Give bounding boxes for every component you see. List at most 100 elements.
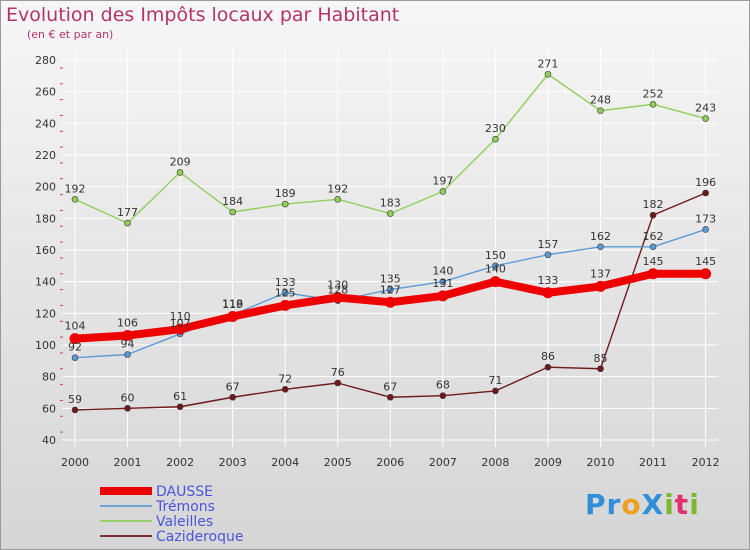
data-point-valeilles xyxy=(439,188,447,195)
y-tick-label: 220 xyxy=(35,149,56,162)
data-label-valeilles: 177 xyxy=(117,206,138,219)
data-label-cazideroque: 67 xyxy=(383,380,397,393)
data-label-cazideroque: 182 xyxy=(643,198,664,211)
y-tick-label: 160 xyxy=(35,244,56,257)
data-label-trémons: 92 xyxy=(68,341,82,354)
data-label-valeilles: 209 xyxy=(170,155,191,168)
y-tick-label: 200 xyxy=(35,181,56,194)
data-point-trémons xyxy=(492,262,499,270)
data-point-valeilles xyxy=(597,107,604,114)
data-label-dausse: 130 xyxy=(327,279,348,292)
data-label-trémons: 128 xyxy=(327,284,348,297)
y-tick-label: 100 xyxy=(35,339,56,352)
data-label-trémons: 173 xyxy=(695,212,716,225)
logo-letter: i xyxy=(689,488,700,521)
logo-letter: r xyxy=(606,488,622,521)
data-label-dausse: 106 xyxy=(117,317,138,330)
data-point-valeilles xyxy=(544,70,552,78)
x-tick-label: 2002 xyxy=(166,456,194,469)
data-point-dausse xyxy=(489,276,501,288)
data-point-cazideroque xyxy=(597,365,604,373)
y-tick-label: 60 xyxy=(42,402,56,415)
data-label-trémons: 119 xyxy=(222,298,243,311)
data-label-dausse: 145 xyxy=(643,255,664,268)
data-label-trémons: 150 xyxy=(485,249,506,262)
data-point-cazideroque xyxy=(71,406,79,414)
data-label-cazideroque: 71 xyxy=(488,374,502,387)
data-point-cazideroque xyxy=(649,211,657,219)
data-point-cazideroque xyxy=(439,392,447,399)
data-label-dausse: 125 xyxy=(275,286,296,299)
logo-letter: P xyxy=(585,488,607,521)
data-label-valeilles: 192 xyxy=(327,182,348,195)
data-label-dausse: 131 xyxy=(432,277,453,290)
data-point-dausse xyxy=(122,330,134,341)
y-tick-label: 120 xyxy=(35,307,56,320)
legend-label-trémons: Trémons xyxy=(155,499,215,515)
data-label-cazideroque: 61 xyxy=(173,390,187,403)
data-point-cazideroque xyxy=(702,189,709,197)
data-point-valeilles xyxy=(124,219,131,227)
y-tick-label: 180 xyxy=(35,212,56,225)
data-label-valeilles: 271 xyxy=(537,57,558,70)
data-point-cazideroque xyxy=(281,386,289,393)
data-label-cazideroque: 196 xyxy=(695,176,716,189)
y-tick-label: 80 xyxy=(42,371,56,384)
y-tick-label: 140 xyxy=(35,276,56,289)
data-label-cazideroque: 60 xyxy=(121,391,135,404)
data-point-cazideroque xyxy=(386,393,394,401)
y-tick-label: 40 xyxy=(42,434,56,447)
y-tick-label: 280 xyxy=(35,54,56,67)
data-label-cazideroque: 67 xyxy=(226,380,240,393)
data-point-valeilles xyxy=(386,210,394,217)
legend-label-dausse: DAUSSE xyxy=(156,484,213,500)
data-point-trémons xyxy=(544,251,552,259)
data-label-trémons: 135 xyxy=(380,273,401,286)
data-label-valeilles: 248 xyxy=(590,94,611,107)
data-label-valeilles: 230 xyxy=(485,122,506,135)
data-label-trémons: 107 xyxy=(170,317,191,330)
x-tick-label: 2006 xyxy=(376,456,404,469)
data-point-valeilles xyxy=(334,196,342,203)
data-point-dausse xyxy=(700,268,712,280)
data-point-dausse xyxy=(437,290,449,302)
data-point-dausse xyxy=(595,280,606,292)
data-point-trémons xyxy=(597,243,604,251)
data-label-dausse: 110 xyxy=(170,310,191,323)
data-point-cazideroque xyxy=(124,405,131,412)
logo-letter: t xyxy=(674,488,690,521)
logo-letter: X xyxy=(641,488,665,521)
chart-title: Evolution des Impôts locaux par Habitant xyxy=(6,4,400,26)
data-label-dausse: 104 xyxy=(65,320,86,333)
data-label-trémons: 94 xyxy=(121,338,135,351)
data-point-valeilles xyxy=(702,115,709,122)
data-label-cazideroque: 72 xyxy=(278,372,292,385)
y-tick-label: 240 xyxy=(35,117,56,130)
data-label-trémons: 133 xyxy=(275,276,296,289)
data-point-dausse xyxy=(227,311,239,322)
data-point-valeilles xyxy=(649,101,657,108)
data-label-dausse: 137 xyxy=(590,267,611,280)
data-point-trémons xyxy=(702,226,709,233)
data-point-cazideroque xyxy=(334,379,342,387)
data-point-valeilles xyxy=(229,208,236,216)
logo-letter: o xyxy=(621,488,642,521)
x-tick-label: 2007 xyxy=(429,456,457,469)
data-point-trémons xyxy=(649,243,657,251)
data-point-valeilles xyxy=(176,169,184,176)
data-label-valeilles: 197 xyxy=(432,174,453,187)
data-point-trémons xyxy=(439,278,447,285)
y-tick-label: 260 xyxy=(35,86,56,99)
x-tick-label: 2000 xyxy=(61,456,89,469)
data-label-valeilles: 192 xyxy=(65,182,86,195)
data-label-dausse: 140 xyxy=(485,263,506,276)
data-point-trémons xyxy=(124,351,131,358)
data-point-cazideroque xyxy=(544,363,552,371)
x-tick-label: 2010 xyxy=(587,456,615,469)
x-tick-label: 2011 xyxy=(639,456,667,469)
data-label-valeilles: 252 xyxy=(643,87,664,100)
data-point-trémons xyxy=(71,354,79,361)
x-tick-label: 2008 xyxy=(481,456,509,469)
data-point-dausse xyxy=(384,296,396,308)
